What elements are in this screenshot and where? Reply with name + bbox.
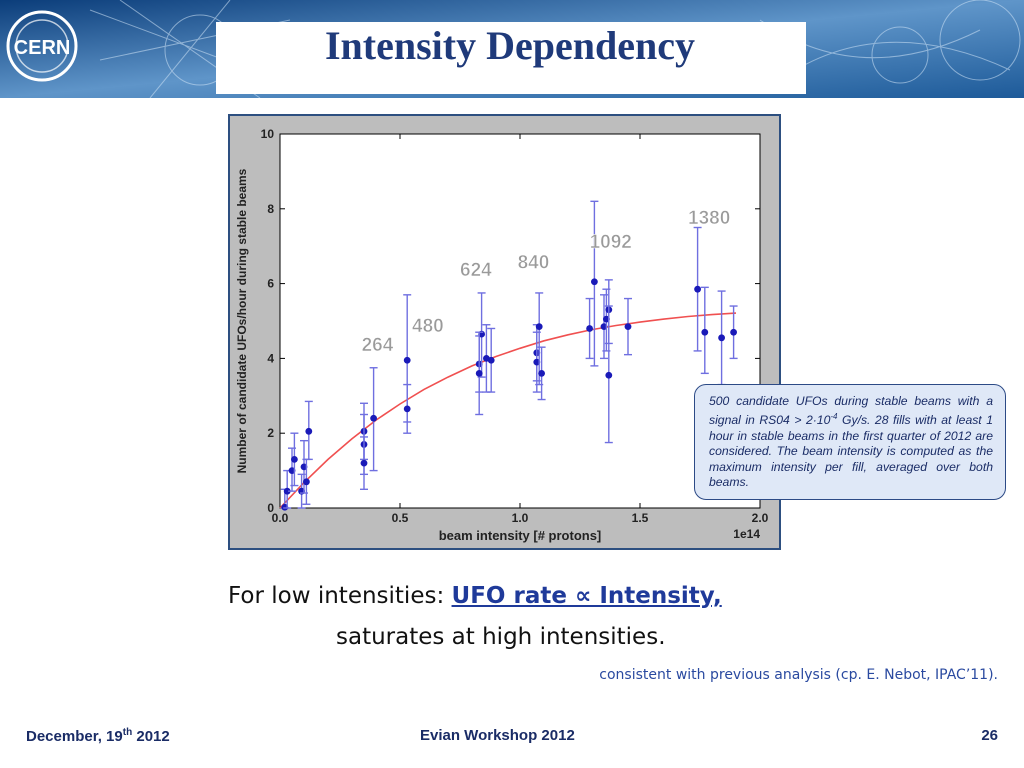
footer-date-prefix: December, 19	[26, 728, 123, 745]
point-marker	[291, 455, 298, 463]
data-point	[693, 226, 702, 352]
y-tick-label: 6	[267, 277, 274, 291]
data-point	[624, 297, 632, 356]
data-point	[532, 331, 541, 393]
x-tick-label: 1.0	[512, 511, 529, 525]
x-tick-label: 0.5	[392, 511, 409, 525]
point-marker	[403, 356, 411, 364]
info-text-3: Gy/s. 28 fills with at least 1 hour in s…	[709, 413, 993, 490]
point-marker	[730, 328, 737, 336]
point-marker	[535, 323, 543, 331]
fill-count-label: 624	[460, 260, 492, 281]
x-axis-label: beam intensity [# protons]	[439, 528, 602, 543]
fill-count-label: 480	[412, 316, 444, 337]
x-tick-label: 2.0	[752, 511, 769, 525]
slide-title: Intensity Dependency	[324, 23, 696, 68]
point-marker	[403, 405, 411, 413]
data-point	[487, 327, 496, 393]
data-point	[700, 286, 709, 375]
statement-line-2: saturates at high intensities.	[336, 624, 666, 650]
point-marker	[605, 371, 613, 379]
chart-panel: 0.0 0.5 1.0 1.5 2.0 0 2 4 6 8 10 beam intensity [# …	[228, 114, 781, 550]
point-marker	[586, 325, 593, 332]
point-marker	[487, 356, 495, 364]
data-point	[304, 400, 313, 461]
info-dot: ·	[812, 413, 817, 428]
fill-count-label: 1380	[688, 208, 730, 229]
point-marker	[370, 414, 377, 422]
ufo-rate-chart: 0.0 0.5 1.0 1.5 2.0 0 2 4 6 8 10 beam intensity [# …	[235, 127, 769, 543]
footer-date-sup: th	[122, 727, 133, 738]
y-tick-label: 0	[267, 501, 274, 515]
point-marker	[533, 358, 541, 366]
point-marker	[591, 278, 598, 286]
point-marker	[283, 487, 291, 495]
y-tick-label: 10	[261, 127, 275, 141]
data-point	[590, 200, 599, 367]
fill-count-label: 264	[362, 335, 394, 356]
footer-date: December, 19th 2012	[26, 727, 170, 745]
svg-text:CERN: CERN	[14, 37, 71, 59]
info-text-2: 10	[816, 413, 831, 428]
page-number: 26	[981, 727, 998, 744]
statement-highlight: UFO rate ∝ Intensity,	[451, 583, 722, 609]
plot-area	[279, 133, 761, 509]
fit-curve	[279, 312, 737, 509]
footer-event: Evian Workshop 2012	[420, 727, 575, 744]
y-tick-label: 4	[267, 351, 274, 365]
info-box: 500 candidate UFOs during stable beams w…	[694, 384, 1006, 500]
reference-note: consistent with previous analysis (cp. E…	[599, 667, 998, 683]
data-point	[360, 436, 368, 490]
point-marker	[538, 369, 545, 377]
fill-count-label: 840	[518, 253, 550, 274]
point-marker	[624, 323, 632, 331]
point-marker	[718, 334, 725, 342]
x-tick-label: 0.0	[272, 511, 289, 525]
data-point	[369, 367, 378, 472]
point-marker	[360, 459, 368, 467]
point-marker	[305, 427, 313, 435]
point-marker	[694, 285, 701, 293]
cern-logo: CERN	[6, 10, 78, 82]
y-tick-label: 8	[267, 202, 274, 216]
footer-date-suffix: 2012	[132, 728, 170, 745]
x-offset-label: 1e14	[733, 527, 760, 541]
info-text-1: 500 candidate UFOs during stable beams w…	[709, 394, 993, 428]
data-point	[290, 432, 299, 487]
x-tick-label: 1.5	[632, 511, 649, 525]
point-marker	[701, 328, 709, 336]
data-point	[604, 305, 613, 444]
statement-lead: For low intensities:	[228, 583, 452, 609]
point-marker	[303, 478, 310, 486]
data-point	[537, 346, 546, 401]
header-banner: CERN	[0, 0, 1024, 98]
fill-count-label: 1092	[590, 232, 632, 253]
point-marker	[300, 463, 308, 471]
data-point	[403, 383, 412, 434]
point-marker	[475, 369, 483, 377]
data-point	[729, 305, 738, 360]
data-point	[585, 297, 594, 360]
y-tick-label: 2	[267, 426, 274, 440]
data-point	[475, 331, 484, 416]
info-exponent: -4	[830, 412, 838, 422]
point-marker	[288, 467, 296, 474]
y-axis-label: Number of candidate UFOs/hour during sta…	[235, 168, 249, 473]
